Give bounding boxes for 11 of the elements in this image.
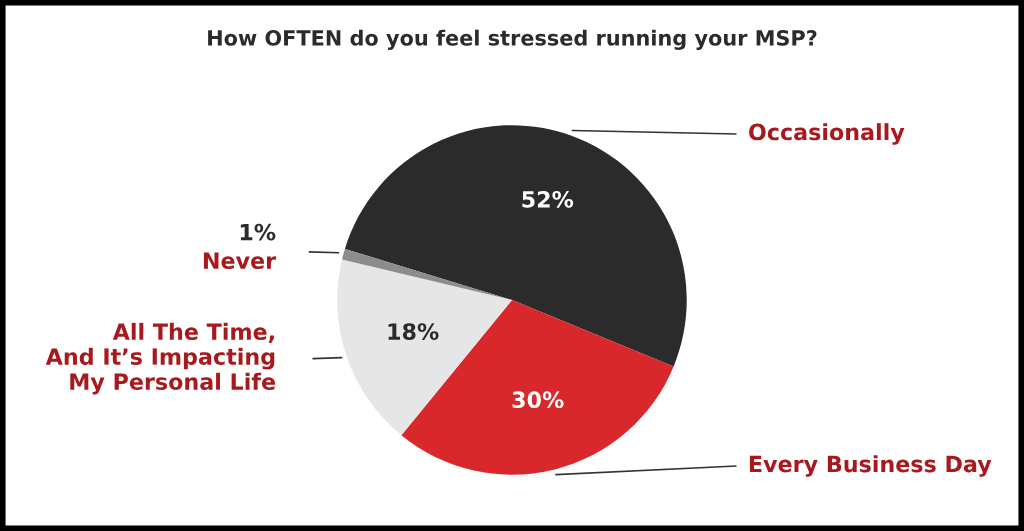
slice-label: Occasionally: [749, 123, 905, 145]
data-label: 30%: [512, 391, 564, 409]
data-label: 1%: [240, 223, 276, 241]
chart-title: How OFTEN do you feel stressed running your MSP?: [208, 29, 817, 50]
slice-label: All The Time, And It’s Impacting My Personal Life: [45, 322, 276, 395]
slice-label: Every Business Day: [749, 455, 992, 477]
slice-label: Never: [203, 252, 277, 270]
data-label: 52%: [522, 190, 574, 208]
data-label: 18%: [388, 323, 439, 340]
pie-slice: [337, 259, 512, 436]
pie-slice: [344, 125, 687, 367]
